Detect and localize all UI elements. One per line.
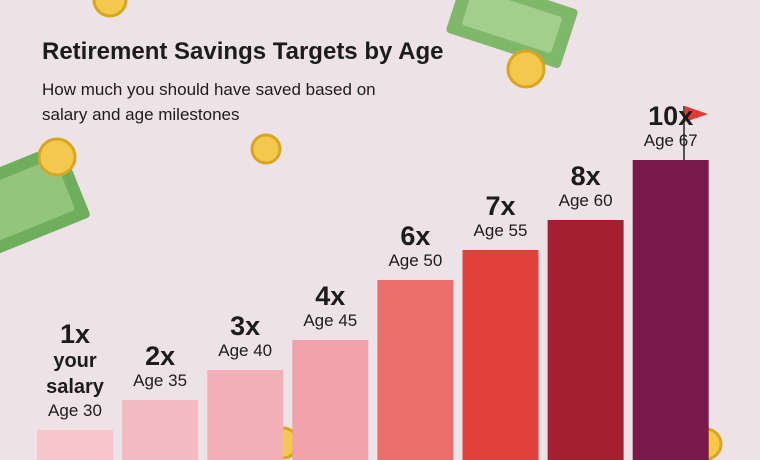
label-stack: 8x Age 60: [531, 162, 641, 212]
bar: [292, 340, 369, 460]
label-stack: 4x Age 45: [275, 282, 385, 332]
flag: [683, 106, 708, 160]
bar: [122, 400, 199, 460]
category-label: Age 40: [218, 341, 273, 360]
category-label: Age 35: [133, 371, 188, 390]
chart-subtitle: How much you should have saved based on …: [42, 80, 376, 124]
value-label: 7x: [485, 191, 516, 221]
bar-note: your salary: [46, 350, 104, 398]
value-label: 10x: [648, 101, 694, 131]
decoration: [0, 0, 723, 460]
value-label: 6x: [400, 221, 431, 251]
bar: [377, 280, 454, 460]
label-stack: 2x Age 35: [105, 342, 215, 392]
label-stack: 6x Age 50: [360, 222, 470, 272]
label-stack: 1x your salary Age 30: [20, 320, 130, 422]
category-label: Age 67: [643, 131, 698, 150]
value-label: 1x: [59, 319, 91, 349]
category-label: Age 50: [388, 251, 443, 270]
category-label: Age 30: [48, 401, 102, 420]
category-label: Age 60: [558, 191, 613, 210]
bar: [547, 220, 624, 460]
bar: [462, 250, 539, 460]
label-stack: 7x Age 55: [446, 192, 556, 242]
value-label: 4x: [315, 281, 346, 311]
label-stack: 10x Age 67: [616, 102, 726, 152]
bar: [37, 430, 113, 460]
category-label: Age 55: [473, 221, 528, 240]
bar: [207, 370, 284, 460]
bar: [632, 160, 709, 460]
value-label: 3x: [230, 311, 261, 341]
label-stack: 3x Age 40: [190, 312, 300, 362]
chart-title: Retirement Savings Targets by Age: [42, 38, 444, 65]
value-label: 8x: [570, 161, 601, 191]
category-label: Age 45: [303, 311, 358, 330]
value-label: 2x: [145, 341, 176, 371]
